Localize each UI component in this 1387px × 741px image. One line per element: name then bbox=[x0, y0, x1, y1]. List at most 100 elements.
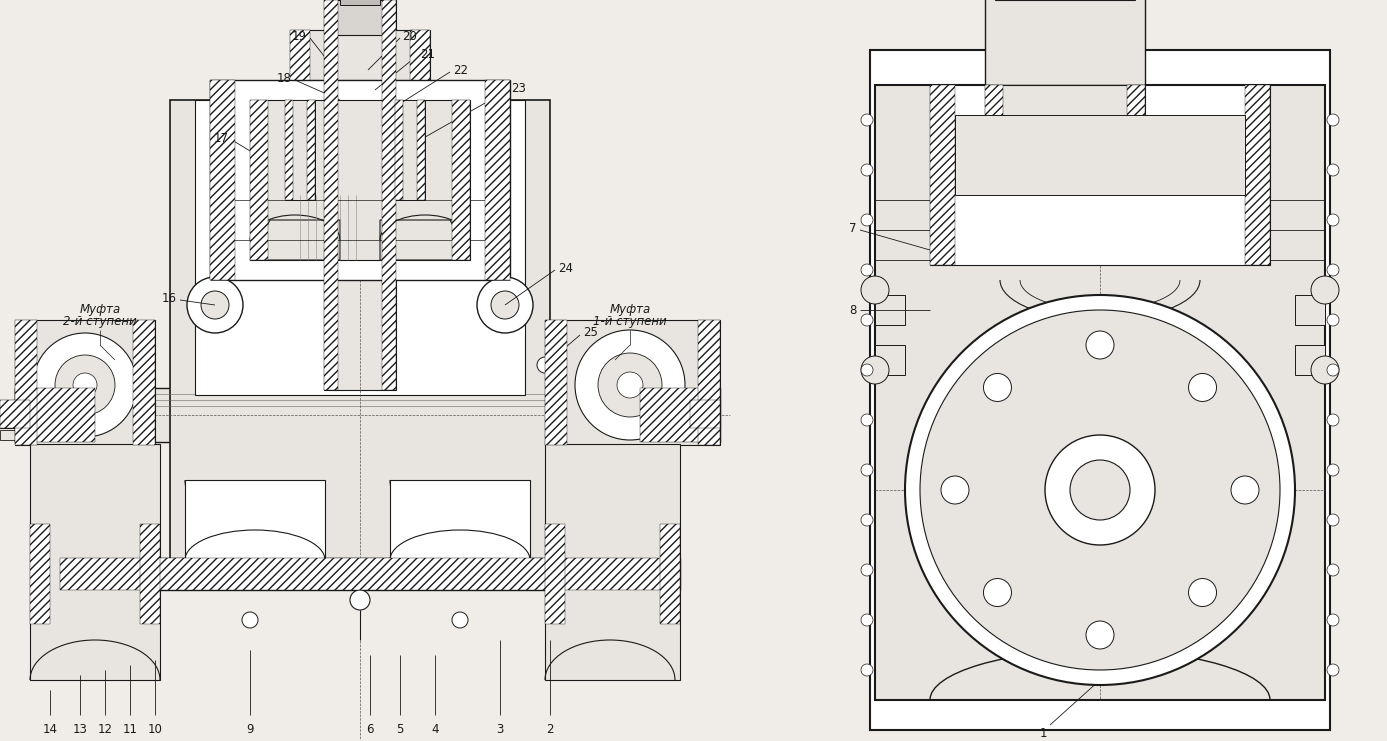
Bar bbox=[390, 480, 530, 560]
Bar bbox=[15, 388, 720, 442]
Bar bbox=[1128, 85, 1146, 185]
Text: 25: 25 bbox=[583, 327, 598, 339]
Bar bbox=[209, 80, 234, 280]
Circle shape bbox=[1327, 564, 1338, 576]
Bar bbox=[0, 430, 15, 440]
Bar bbox=[985, 85, 1003, 185]
Bar bbox=[956, 115, 1246, 195]
Bar bbox=[307, 100, 315, 200]
Circle shape bbox=[1327, 364, 1338, 376]
Polygon shape bbox=[380, 220, 470, 260]
Circle shape bbox=[55, 355, 115, 415]
Bar bbox=[395, 100, 404, 200]
Bar bbox=[670, 400, 720, 428]
Bar bbox=[284, 100, 293, 200]
Circle shape bbox=[861, 356, 889, 384]
Bar bbox=[250, 100, 470, 260]
Bar bbox=[545, 444, 680, 680]
Text: 19: 19 bbox=[293, 30, 307, 42]
Bar bbox=[1295, 345, 1325, 375]
Text: 2: 2 bbox=[546, 723, 553, 736]
Circle shape bbox=[241, 612, 258, 628]
Bar bbox=[15, 320, 37, 445]
Circle shape bbox=[33, 333, 137, 437]
Bar bbox=[325, 0, 397, 390]
Bar bbox=[133, 320, 155, 445]
Text: 21: 21 bbox=[420, 47, 436, 61]
Bar bbox=[0, 400, 31, 428]
Bar bbox=[875, 85, 1325, 700]
Text: 1: 1 bbox=[1039, 727, 1047, 740]
Circle shape bbox=[598, 353, 662, 417]
Circle shape bbox=[1189, 373, 1216, 402]
Circle shape bbox=[1044, 435, 1155, 545]
Bar bbox=[931, 85, 1270, 265]
Circle shape bbox=[1327, 664, 1338, 676]
Bar bbox=[0, 400, 55, 428]
Circle shape bbox=[452, 612, 467, 628]
Bar bbox=[1295, 295, 1325, 325]
Circle shape bbox=[861, 276, 889, 304]
Bar bbox=[985, 0, 1146, 85]
Bar bbox=[209, 80, 510, 280]
Text: 3: 3 bbox=[497, 723, 503, 736]
Circle shape bbox=[187, 277, 243, 333]
Circle shape bbox=[983, 373, 1011, 402]
Text: 10: 10 bbox=[147, 723, 162, 736]
Text: Муфта: Муфта bbox=[609, 304, 651, 316]
Bar bbox=[1246, 85, 1270, 265]
Bar bbox=[60, 558, 680, 590]
Circle shape bbox=[491, 291, 519, 319]
Circle shape bbox=[1327, 414, 1338, 426]
Bar bbox=[875, 295, 904, 325]
Bar bbox=[698, 320, 720, 445]
Circle shape bbox=[350, 590, 370, 610]
Circle shape bbox=[861, 414, 872, 426]
Circle shape bbox=[1327, 264, 1338, 276]
Circle shape bbox=[1086, 621, 1114, 649]
Bar bbox=[330, 0, 390, 35]
Text: 13: 13 bbox=[72, 723, 87, 736]
Text: 23: 23 bbox=[510, 82, 526, 96]
Circle shape bbox=[617, 372, 644, 398]
Text: 7: 7 bbox=[849, 222, 857, 236]
Text: 16: 16 bbox=[162, 293, 178, 305]
Circle shape bbox=[576, 330, 685, 440]
Circle shape bbox=[1232, 476, 1259, 504]
Circle shape bbox=[920, 310, 1280, 670]
Circle shape bbox=[1189, 579, 1216, 607]
Circle shape bbox=[861, 514, 872, 526]
Bar bbox=[290, 30, 311, 80]
Bar bbox=[31, 524, 50, 624]
Circle shape bbox=[537, 357, 553, 373]
Circle shape bbox=[861, 264, 872, 276]
Bar bbox=[485, 80, 510, 280]
Bar bbox=[417, 100, 424, 200]
Circle shape bbox=[861, 564, 872, 576]
Circle shape bbox=[861, 214, 872, 226]
Bar bbox=[184, 480, 325, 560]
Circle shape bbox=[904, 295, 1295, 685]
Text: 18: 18 bbox=[277, 73, 293, 85]
Text: 22: 22 bbox=[454, 64, 467, 78]
Bar bbox=[60, 558, 680, 590]
Bar bbox=[15, 388, 94, 442]
Bar bbox=[140, 524, 160, 624]
Bar bbox=[875, 345, 904, 375]
Bar bbox=[290, 30, 430, 80]
Circle shape bbox=[74, 373, 97, 397]
Circle shape bbox=[1327, 214, 1338, 226]
Text: 2-й ступени: 2-й ступени bbox=[64, 316, 137, 328]
Bar bbox=[15, 320, 155, 445]
Bar bbox=[340, 0, 380, 5]
Bar bbox=[171, 100, 551, 560]
Bar bbox=[381, 0, 397, 390]
Polygon shape bbox=[250, 220, 340, 260]
Bar bbox=[250, 100, 268, 260]
Text: 14: 14 bbox=[43, 723, 57, 736]
Circle shape bbox=[983, 579, 1011, 607]
Text: 12: 12 bbox=[97, 723, 112, 736]
Bar bbox=[284, 100, 315, 200]
Bar bbox=[325, 0, 338, 390]
Circle shape bbox=[1086, 331, 1114, 359]
